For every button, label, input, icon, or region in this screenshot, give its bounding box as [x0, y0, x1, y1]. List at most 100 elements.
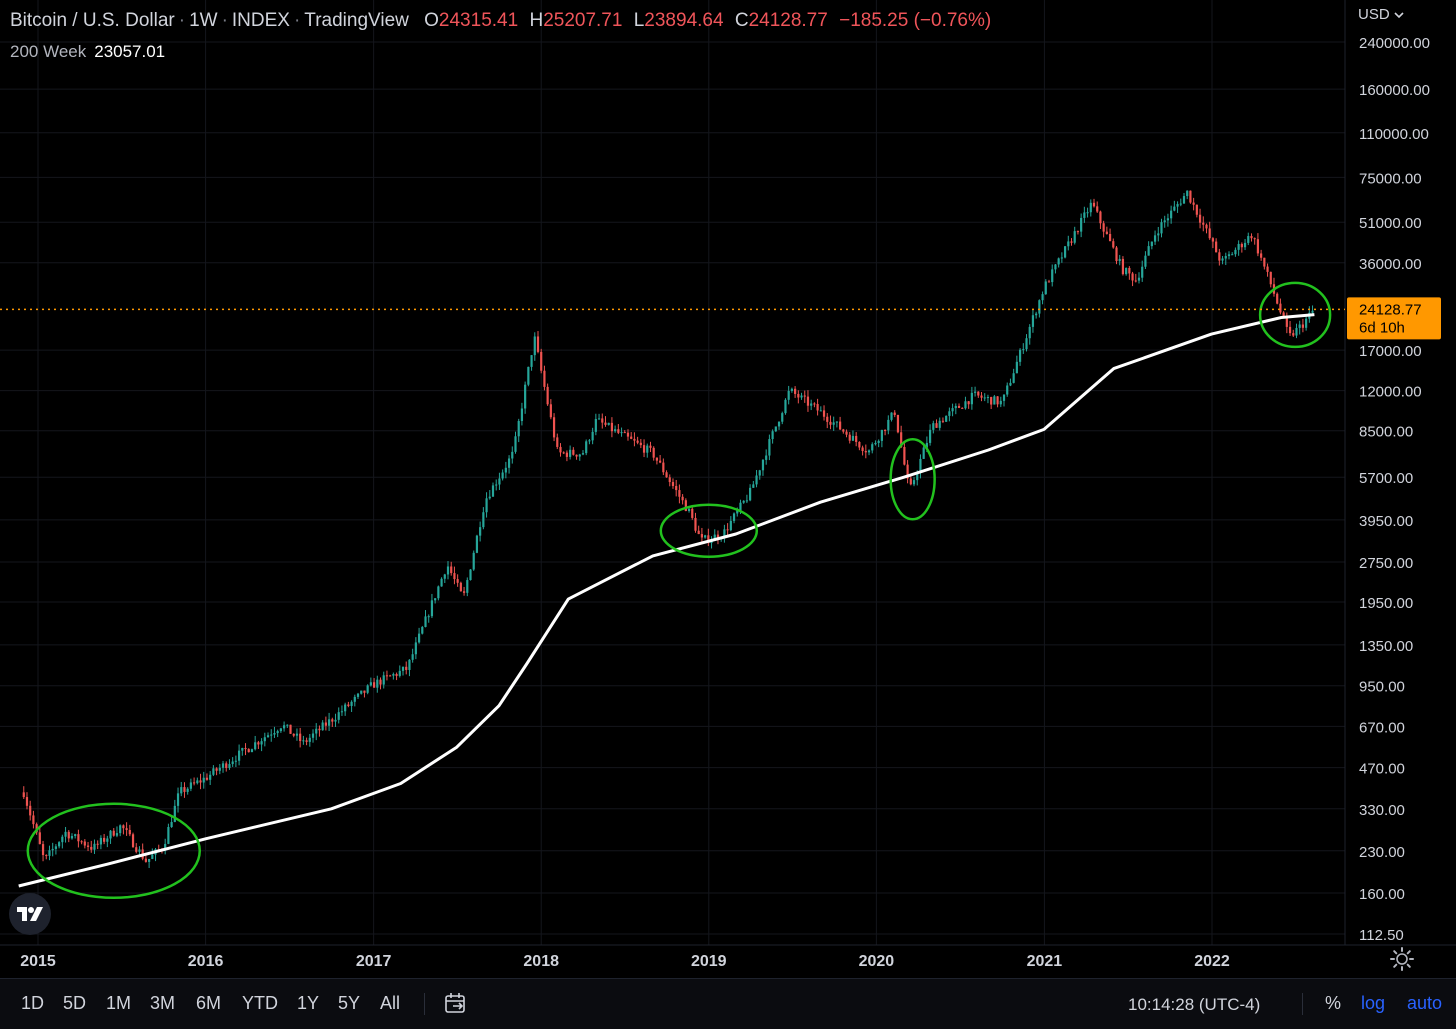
- candle-body: [810, 403, 813, 406]
- candle-body: [138, 849, 141, 852]
- candle-body: [221, 763, 225, 768]
- range-1d-button[interactable]: 1D: [21, 993, 45, 1013]
- range-5y-button[interactable]: 5Y: [338, 993, 361, 1013]
- indicator-legend[interactable]: 200 Week 23057.01: [10, 42, 165, 62]
- candle-body: [212, 768, 215, 775]
- candle-body: [1147, 246, 1150, 256]
- candle-body: [704, 535, 707, 538]
- y-tick-label: 1950.00: [1359, 595, 1413, 612]
- clock-time[interactable]: 10:14:28 (UTC-4): [1128, 995, 1261, 1014]
- candle-body: [315, 728, 318, 734]
- candle-body: [1128, 267, 1131, 274]
- range-6m-button[interactable]: 6M: [196, 993, 222, 1013]
- candle-body: [983, 397, 986, 399]
- percent-toggle[interactable]: %: [1325, 993, 1342, 1013]
- low-value: 23894.64: [644, 10, 724, 31]
- candle-body: [594, 418, 597, 432]
- candle-body: [806, 396, 810, 406]
- candle-body: [485, 498, 488, 513]
- candle-body: [1006, 385, 1009, 395]
- candle-body: [225, 763, 228, 768]
- candle-body: [38, 832, 41, 845]
- candle-body: [347, 704, 350, 706]
- auto-toggle[interactable]: auto: [1407, 993, 1443, 1013]
- candle-body: [639, 442, 642, 446]
- candle-body: [372, 682, 376, 688]
- candle-body: [482, 512, 485, 528]
- candle-body: [25, 797, 29, 806]
- x-tick-label: 2016: [188, 953, 224, 970]
- log-toggle[interactable]: log: [1361, 993, 1386, 1013]
- candle-body: [832, 422, 835, 425]
- candle-body: [90, 846, 93, 850]
- candle-body: [1118, 258, 1121, 262]
- range-3m-button[interactable]: 3M: [150, 993, 176, 1013]
- candle-body: [839, 421, 842, 430]
- candle-body: [99, 837, 103, 845]
- candle-body: [826, 416, 829, 422]
- candle-body: [649, 445, 652, 448]
- gear-icon[interactable]: [1389, 946, 1415, 972]
- goto-date-icon[interactable]: [444, 992, 468, 1019]
- candle-body: [32, 815, 35, 825]
- candle-body: [1282, 312, 1285, 317]
- candle-body: [877, 440, 880, 443]
- candle-body: [1015, 361, 1018, 374]
- candle-body: [1224, 256, 1227, 259]
- currency-selector[interactable]: USD: [1358, 6, 1404, 23]
- indicator-value: 23057.01: [94, 42, 166, 61]
- candle-body: [533, 336, 536, 356]
- candle-body: [1243, 242, 1247, 248]
- symbol-name[interactable]: Bitcoin / U.S. Dollar: [10, 10, 175, 31]
- candle-body: [549, 404, 552, 418]
- range-1m-button[interactable]: 1M: [106, 993, 132, 1013]
- x-tick-label: 2017: [356, 953, 392, 970]
- candle-body: [286, 724, 289, 726]
- candle-body: [1102, 223, 1105, 232]
- range-5d-button[interactable]: 5D: [63, 993, 87, 1013]
- candle-body: [851, 435, 855, 441]
- candle-body: [829, 421, 832, 425]
- candle-body: [1031, 315, 1035, 327]
- candle-body: [234, 760, 237, 762]
- candle-body: [739, 502, 742, 511]
- candle-body: [193, 782, 196, 784]
- candle-body: [858, 441, 861, 448]
- candle-body: [662, 462, 665, 473]
- y-tick-label: 470.00: [1359, 761, 1405, 778]
- candle-body: [938, 420, 941, 428]
- candle-body: [353, 696, 356, 702]
- candle-body: [1292, 333, 1295, 336]
- range-ytd-button[interactable]: YTD: [242, 993, 278, 1013]
- candle-body: [1070, 241, 1073, 243]
- candle-body: [45, 855, 48, 857]
- candle-body: [472, 552, 475, 570]
- candle-body: [890, 412, 893, 420]
- interval-label[interactable]: 1W: [189, 10, 218, 31]
- candle-body: [784, 399, 787, 414]
- candle-body: [855, 435, 858, 442]
- candle-body: [1160, 222, 1163, 234]
- candle-body: [48, 850, 51, 856]
- range-all-button[interactable]: All: [380, 993, 401, 1013]
- candle-body: [935, 423, 938, 428]
- candle-body: [900, 432, 903, 448]
- candle-body: [742, 500, 745, 503]
- candle-body: [906, 464, 909, 479]
- chart-area[interactable]: 24128.77 6d 10h 240000.00 160000.00 110000.…: [0, 0, 1456, 978]
- candle-body: [765, 455, 768, 460]
- candle-body: [1009, 382, 1012, 386]
- candle-body: [128, 829, 131, 835]
- range-1y-button[interactable]: 1Y: [297, 993, 320, 1013]
- candle-body: [1211, 238, 1215, 242]
- candle-body: [716, 534, 720, 540]
- candle-body: [382, 675, 385, 685]
- tradingview-logo-icon[interactable]: [9, 893, 51, 935]
- candle-body: [909, 478, 912, 485]
- candle-body: [80, 841, 83, 843]
- candle-body: [295, 733, 299, 736]
- candle-body: [681, 496, 684, 501]
- candle-body: [440, 578, 443, 587]
- candle-body: [623, 432, 626, 434]
